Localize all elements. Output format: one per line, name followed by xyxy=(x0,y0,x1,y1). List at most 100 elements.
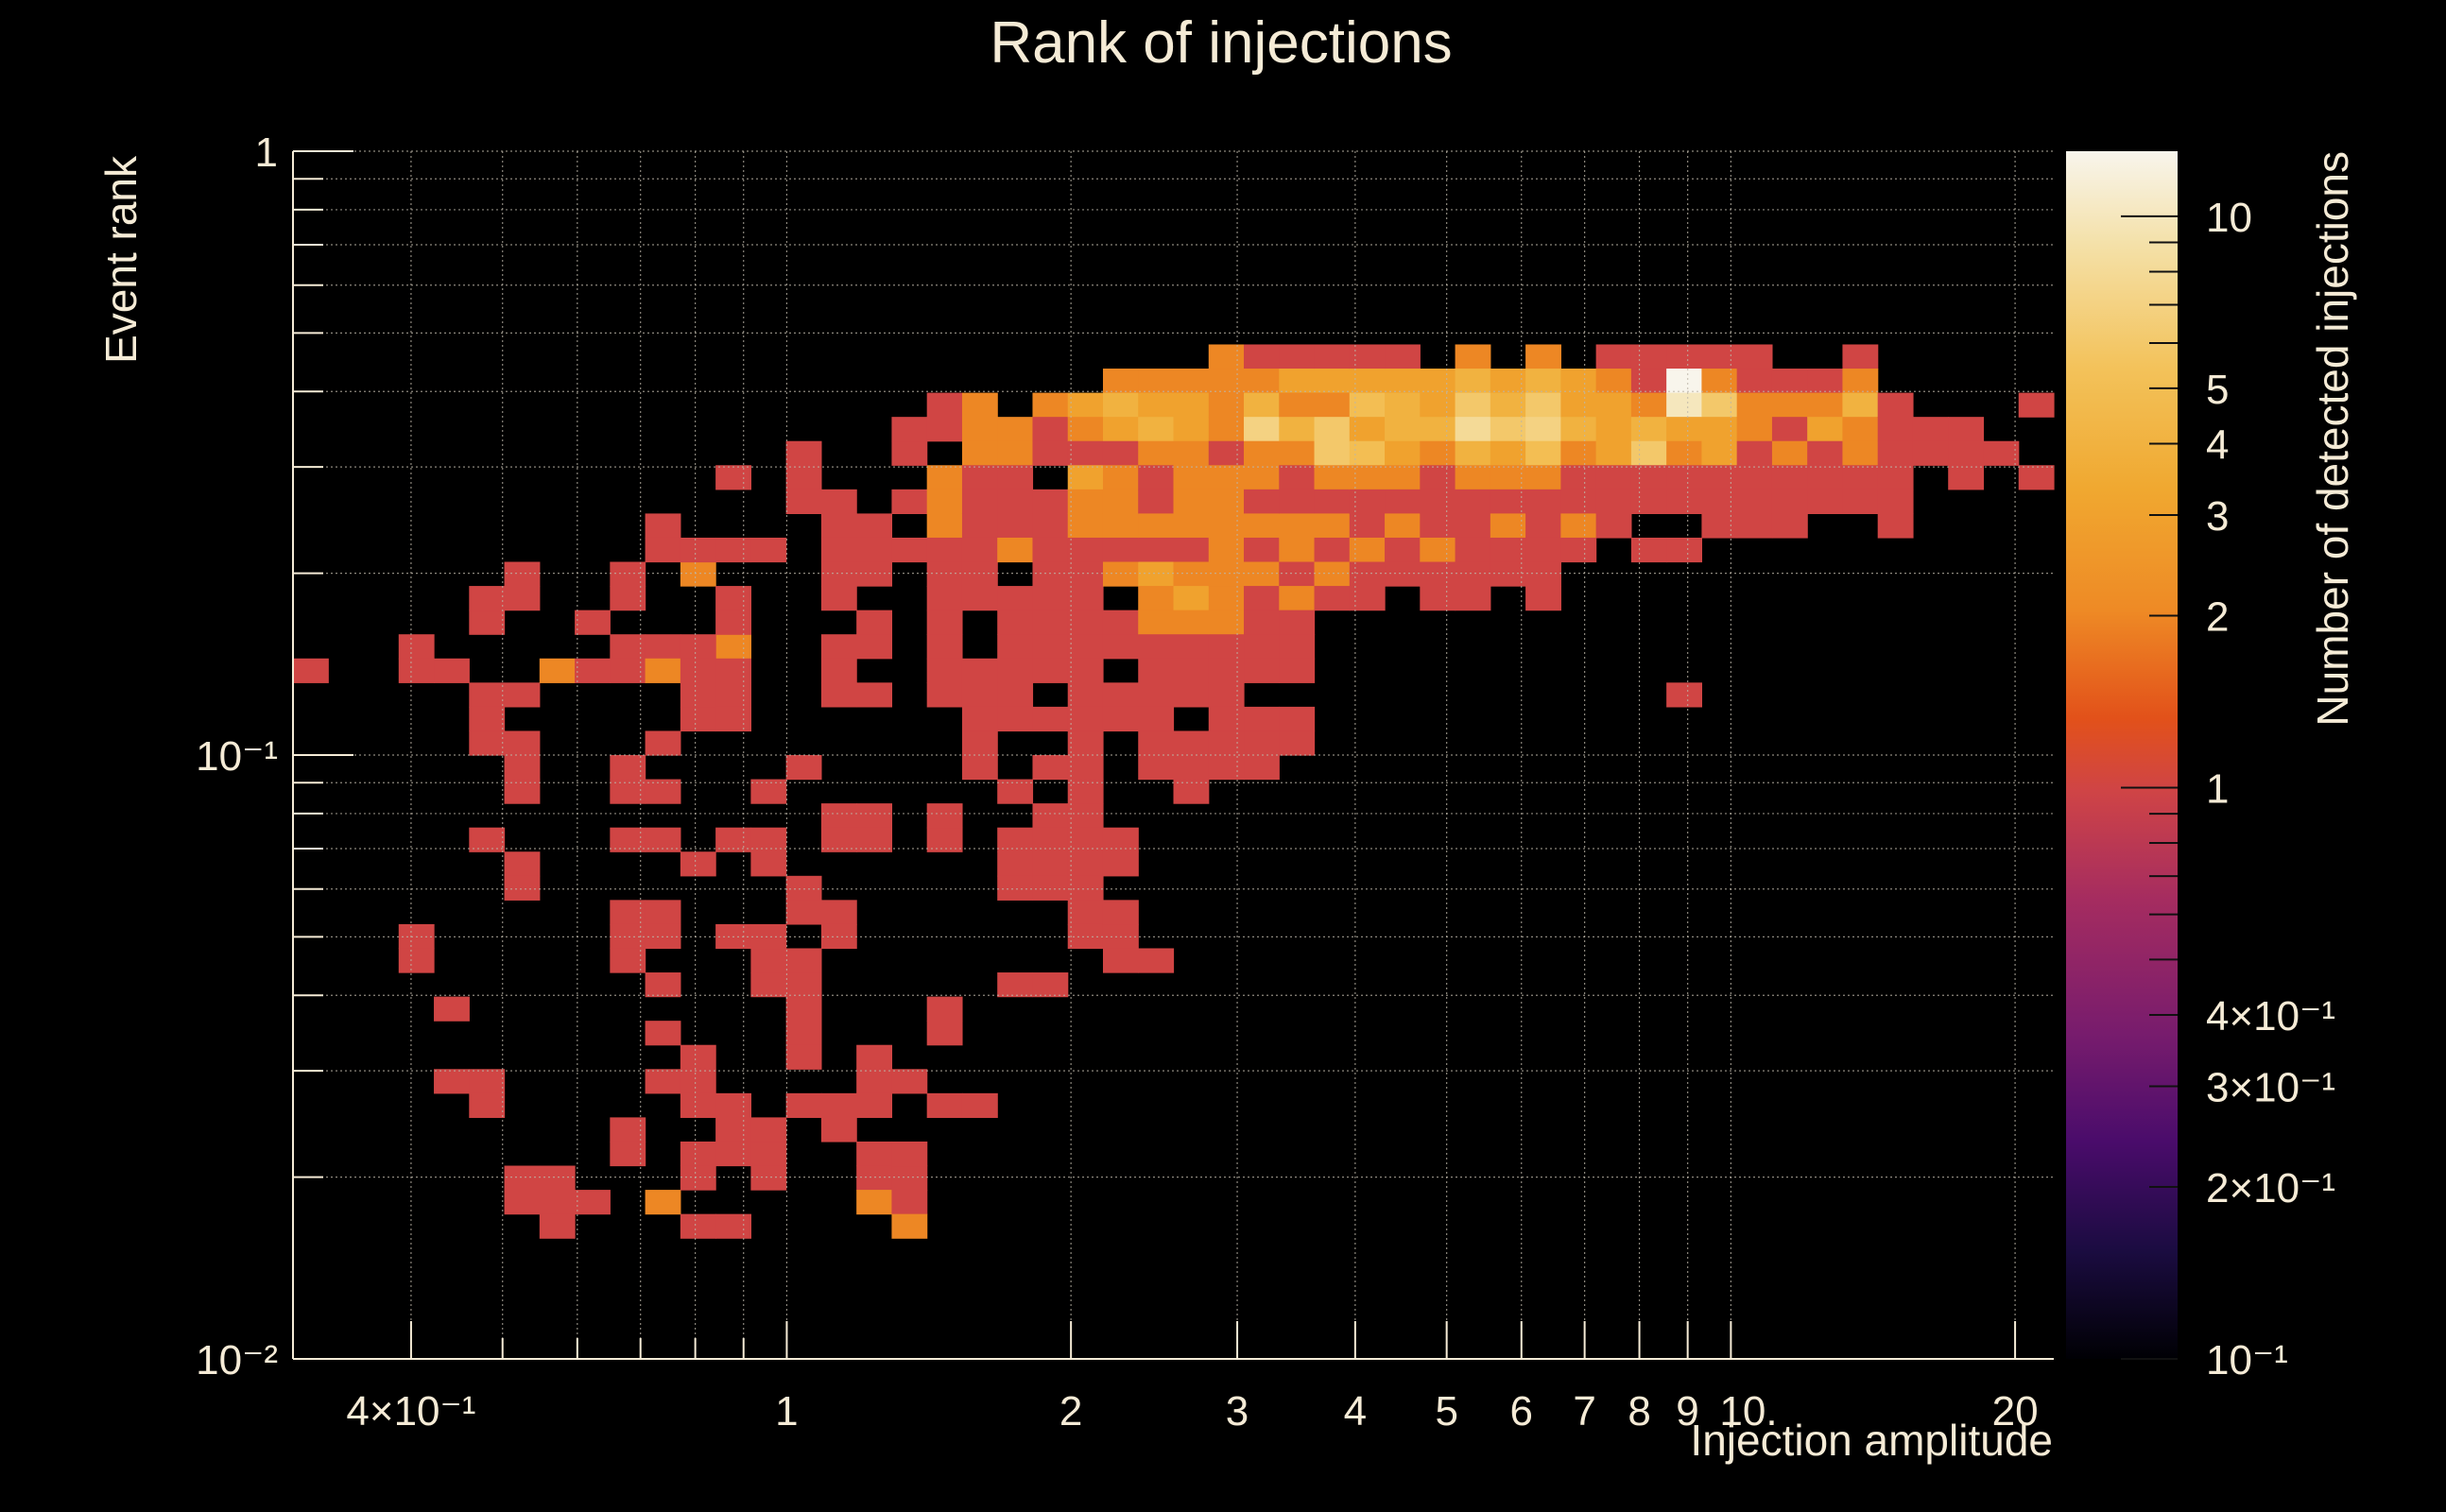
heatmap-cell xyxy=(1560,369,1597,394)
heatmap-cell xyxy=(891,1141,928,1167)
heatmap-cell xyxy=(1948,465,1985,490)
heatmap-cell xyxy=(1314,369,1351,394)
x-tick-label: 6 xyxy=(1510,1388,1533,1435)
heatmap-cell xyxy=(1420,561,1456,587)
heatmap-cell xyxy=(504,561,541,587)
heatmap-cell xyxy=(1032,610,1069,635)
heatmap-cell xyxy=(1701,440,1738,466)
heatmap-cell xyxy=(1807,489,1844,514)
heatmap-cell xyxy=(1560,513,1597,539)
heatmap-cell xyxy=(1490,489,1526,514)
heatmap-cell xyxy=(610,779,646,804)
heatmap-cell xyxy=(1138,586,1175,611)
heatmap-cell xyxy=(1138,369,1175,394)
heatmap-cell xyxy=(785,440,822,466)
heatmap-cell xyxy=(997,489,1034,514)
heatmap-cell xyxy=(680,851,716,877)
heatmap-cell xyxy=(820,1117,857,1143)
heatmap-cell xyxy=(504,586,541,611)
y-axis-label: Event rank xyxy=(96,155,146,364)
heatmap-cell xyxy=(1244,440,1280,466)
heatmap-cell xyxy=(1525,344,1561,369)
heatmap-cell xyxy=(785,1092,822,1118)
heatmap-cell xyxy=(610,634,646,660)
heatmap-cell xyxy=(926,489,963,514)
heatmap-cell xyxy=(1771,440,1808,466)
heatmap-cell xyxy=(926,803,963,829)
heatmap-cell xyxy=(820,1092,857,1118)
colorbar-tick-label: 5 xyxy=(2206,367,2229,413)
heatmap-cell xyxy=(1877,489,1914,514)
heatmap-cell xyxy=(1912,440,1949,466)
heatmap-cell xyxy=(575,1190,611,1215)
heatmap-cell xyxy=(820,489,857,514)
heatmap-cell xyxy=(715,586,751,611)
heatmap-cell xyxy=(1032,440,1069,466)
heatmap-cell xyxy=(1173,392,1210,418)
heatmap-cell xyxy=(1490,465,1526,490)
heatmap-cell xyxy=(1525,417,1561,442)
heatmap-cell xyxy=(1630,465,1667,490)
heatmap-cell xyxy=(680,658,716,683)
heatmap-cell xyxy=(926,392,963,418)
heatmap-cell xyxy=(539,1213,576,1239)
heatmap-cell xyxy=(1102,465,1139,490)
heatmap-cell xyxy=(891,489,928,514)
heatmap-cell xyxy=(1208,755,1245,781)
heatmap-cell xyxy=(1314,440,1351,466)
heatmap-cell xyxy=(1877,513,1914,539)
heatmap-cell xyxy=(715,1213,751,1239)
heatmap-cell xyxy=(715,1141,751,1167)
heatmap-cell xyxy=(1771,369,1808,394)
heatmap-cell xyxy=(715,706,751,732)
heatmap-cell xyxy=(961,706,998,732)
heatmap-cell xyxy=(997,417,1034,442)
heatmap-cell xyxy=(715,682,751,708)
heatmap-cell xyxy=(1595,440,1632,466)
heatmap-cell xyxy=(856,537,893,563)
heatmap-cell xyxy=(1067,682,1104,708)
heatmap-cell xyxy=(610,1141,646,1167)
heatmap-cell xyxy=(1067,755,1104,781)
heatmap-cell xyxy=(961,392,998,418)
heatmap-cell xyxy=(1455,513,1491,539)
heatmap-cell xyxy=(961,755,998,781)
heatmap-cell xyxy=(1067,779,1104,804)
colorbar-tick-label: 2×10⁻¹ xyxy=(2206,1165,2335,1211)
heatmap-cell xyxy=(1032,489,1069,514)
heatmap-cell xyxy=(680,1044,716,1070)
heatmap-cell xyxy=(891,1165,928,1191)
heatmap-cell xyxy=(1595,489,1632,514)
heatmap-cell xyxy=(856,1092,893,1118)
heatmap-cell xyxy=(1173,779,1210,804)
heatmap-cell xyxy=(1525,489,1561,514)
heatmap-cell xyxy=(1279,369,1316,394)
heatmap-cell xyxy=(997,634,1034,660)
heatmap-cell xyxy=(1736,344,1773,369)
heatmap-cell xyxy=(961,586,998,611)
heatmap-cell xyxy=(1279,489,1316,514)
heatmap-cell xyxy=(1877,465,1914,490)
heatmap-cell xyxy=(610,658,646,683)
heatmap-cell xyxy=(1455,344,1491,369)
heatmap-cell xyxy=(750,1141,787,1167)
heatmap-cell xyxy=(1244,730,1280,756)
heatmap-cell xyxy=(539,1190,576,1215)
heatmap-cell xyxy=(1208,489,1245,514)
heatmap-cell xyxy=(926,1021,963,1046)
heatmap-cell xyxy=(1385,344,1421,369)
heatmap-cell xyxy=(1490,561,1526,587)
heatmap-cell xyxy=(1138,610,1175,635)
heatmap-cell xyxy=(645,658,681,683)
heatmap-cell xyxy=(1102,513,1139,539)
heatmap-cell xyxy=(1490,369,1526,394)
heatmap-cell xyxy=(1102,417,1139,442)
heatmap-cell xyxy=(1314,392,1351,418)
heatmap-cell xyxy=(926,634,963,660)
heatmap-cell xyxy=(1525,513,1561,539)
heatmap-cell xyxy=(1244,658,1280,683)
heatmap-cell xyxy=(820,586,857,611)
heatmap-cell xyxy=(961,682,998,708)
heatmap-cell xyxy=(926,417,963,442)
heatmap-cell xyxy=(1877,392,1914,418)
